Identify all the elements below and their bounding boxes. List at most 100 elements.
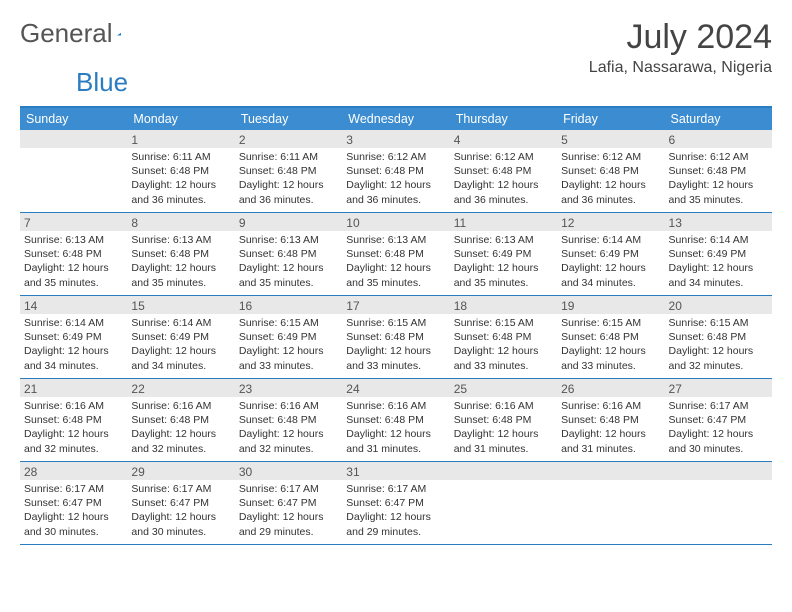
day-cell: 7Sunrise: 6:13 AMSunset: 6:48 PMDaylight…	[20, 213, 127, 295]
day-number: 26	[557, 379, 664, 397]
day-daylight2: and 33 minutes.	[346, 359, 445, 373]
day-content: Sunrise: 6:16 AMSunset: 6:48 PMDaylight:…	[235, 397, 342, 460]
day-number	[665, 462, 772, 480]
day-daylight1: Daylight: 12 hours	[239, 178, 338, 192]
weekday-header: Saturday	[665, 108, 772, 130]
day-number	[20, 130, 127, 148]
day-daylight1: Daylight: 12 hours	[24, 344, 123, 358]
day-content: Sunrise: 6:16 AMSunset: 6:48 PMDaylight:…	[127, 397, 234, 460]
day-number: 24	[342, 379, 449, 397]
day-content: Sunrise: 6:14 AMSunset: 6:49 PMDaylight:…	[127, 314, 234, 377]
day-daylight1: Daylight: 12 hours	[346, 344, 445, 358]
day-sunset: Sunset: 6:48 PM	[454, 413, 553, 427]
day-daylight1: Daylight: 12 hours	[239, 261, 338, 275]
day-cell: 1Sunrise: 6:11 AMSunset: 6:48 PMDaylight…	[127, 130, 234, 212]
day-daylight1: Daylight: 12 hours	[24, 261, 123, 275]
day-cell: 9Sunrise: 6:13 AMSunset: 6:48 PMDaylight…	[235, 213, 342, 295]
day-daylight2: and 35 minutes.	[131, 276, 230, 290]
day-daylight1: Daylight: 12 hours	[454, 261, 553, 275]
day-cell	[450, 462, 557, 544]
day-cell: 23Sunrise: 6:16 AMSunset: 6:48 PMDayligh…	[235, 379, 342, 461]
day-daylight1: Daylight: 12 hours	[131, 510, 230, 524]
day-daylight1: Daylight: 12 hours	[561, 261, 660, 275]
day-cell	[557, 462, 664, 544]
day-sunset: Sunset: 6:48 PM	[561, 330, 660, 344]
day-content: Sunrise: 6:12 AMSunset: 6:48 PMDaylight:…	[665, 148, 772, 211]
day-content: Sunrise: 6:11 AMSunset: 6:48 PMDaylight:…	[127, 148, 234, 211]
day-number: 3	[342, 130, 449, 148]
day-sunrise: Sunrise: 6:15 AM	[561, 316, 660, 330]
day-cell: 3Sunrise: 6:12 AMSunset: 6:48 PMDaylight…	[342, 130, 449, 212]
day-cell: 18Sunrise: 6:15 AMSunset: 6:48 PMDayligh…	[450, 296, 557, 378]
day-content: Sunrise: 6:12 AMSunset: 6:48 PMDaylight:…	[342, 148, 449, 211]
day-sunset: Sunset: 6:48 PM	[346, 330, 445, 344]
day-cell: 27Sunrise: 6:17 AMSunset: 6:47 PMDayligh…	[665, 379, 772, 461]
day-sunrise: Sunrise: 6:16 AM	[24, 399, 123, 413]
day-sunrise: Sunrise: 6:16 AM	[454, 399, 553, 413]
day-sunrise: Sunrise: 6:16 AM	[561, 399, 660, 413]
day-number: 11	[450, 213, 557, 231]
day-number: 23	[235, 379, 342, 397]
day-cell: 26Sunrise: 6:16 AMSunset: 6:48 PMDayligh…	[557, 379, 664, 461]
day-daylight2: and 32 minutes.	[131, 442, 230, 456]
day-daylight1: Daylight: 12 hours	[131, 344, 230, 358]
day-sunset: Sunset: 6:47 PM	[24, 496, 123, 510]
day-sunset: Sunset: 6:49 PM	[131, 330, 230, 344]
day-cell: 22Sunrise: 6:16 AMSunset: 6:48 PMDayligh…	[127, 379, 234, 461]
day-cell: 20Sunrise: 6:15 AMSunset: 6:48 PMDayligh…	[665, 296, 772, 378]
day-sunset: Sunset: 6:48 PM	[454, 330, 553, 344]
day-sunrise: Sunrise: 6:12 AM	[561, 150, 660, 164]
weekday-header: Wednesday	[342, 108, 449, 130]
day-sunrise: Sunrise: 6:16 AM	[131, 399, 230, 413]
day-content: Sunrise: 6:16 AMSunset: 6:48 PMDaylight:…	[450, 397, 557, 460]
weekday-header-row: Sunday Monday Tuesday Wednesday Thursday…	[20, 108, 772, 130]
day-sunrise: Sunrise: 6:17 AM	[131, 482, 230, 496]
day-cell: 24Sunrise: 6:16 AMSunset: 6:48 PMDayligh…	[342, 379, 449, 461]
day-cell: 4Sunrise: 6:12 AMSunset: 6:48 PMDaylight…	[450, 130, 557, 212]
day-cell: 8Sunrise: 6:13 AMSunset: 6:48 PMDaylight…	[127, 213, 234, 295]
day-cell: 13Sunrise: 6:14 AMSunset: 6:49 PMDayligh…	[665, 213, 772, 295]
day-cell: 5Sunrise: 6:12 AMSunset: 6:48 PMDaylight…	[557, 130, 664, 212]
day-sunrise: Sunrise: 6:16 AM	[239, 399, 338, 413]
day-cell: 14Sunrise: 6:14 AMSunset: 6:49 PMDayligh…	[20, 296, 127, 378]
day-cell: 15Sunrise: 6:14 AMSunset: 6:49 PMDayligh…	[127, 296, 234, 378]
day-daylight1: Daylight: 12 hours	[454, 178, 553, 192]
day-daylight1: Daylight: 12 hours	[24, 510, 123, 524]
day-sunrise: Sunrise: 6:13 AM	[239, 233, 338, 247]
day-sunset: Sunset: 6:48 PM	[24, 247, 123, 261]
day-number: 14	[20, 296, 127, 314]
day-daylight1: Daylight: 12 hours	[669, 427, 768, 441]
day-number: 5	[557, 130, 664, 148]
day-content: Sunrise: 6:15 AMSunset: 6:48 PMDaylight:…	[665, 314, 772, 377]
day-cell	[665, 462, 772, 544]
day-number: 21	[20, 379, 127, 397]
day-daylight2: and 31 minutes.	[561, 442, 660, 456]
day-content: Sunrise: 6:11 AMSunset: 6:48 PMDaylight:…	[235, 148, 342, 211]
day-cell: 30Sunrise: 6:17 AMSunset: 6:47 PMDayligh…	[235, 462, 342, 544]
day-sunrise: Sunrise: 6:15 AM	[454, 316, 553, 330]
day-daylight2: and 33 minutes.	[454, 359, 553, 373]
day-cell: 21Sunrise: 6:16 AMSunset: 6:48 PMDayligh…	[20, 379, 127, 461]
day-sunrise: Sunrise: 6:13 AM	[24, 233, 123, 247]
day-sunset: Sunset: 6:48 PM	[454, 164, 553, 178]
day-cell: 17Sunrise: 6:15 AMSunset: 6:48 PMDayligh…	[342, 296, 449, 378]
day-daylight1: Daylight: 12 hours	[131, 261, 230, 275]
calendar: Sunday Monday Tuesday Wednesday Thursday…	[20, 106, 772, 545]
day-cell: 2Sunrise: 6:11 AMSunset: 6:48 PMDaylight…	[235, 130, 342, 212]
day-daylight2: and 34 minutes.	[561, 276, 660, 290]
day-cell: 16Sunrise: 6:15 AMSunset: 6:49 PMDayligh…	[235, 296, 342, 378]
month-title: July 2024	[589, 18, 772, 57]
week-row: 21Sunrise: 6:16 AMSunset: 6:48 PMDayligh…	[20, 379, 772, 462]
week-row: 28Sunrise: 6:17 AMSunset: 6:47 PMDayligh…	[20, 462, 772, 545]
day-number: 20	[665, 296, 772, 314]
day-daylight1: Daylight: 12 hours	[346, 510, 445, 524]
day-sunrise: Sunrise: 6:13 AM	[131, 233, 230, 247]
day-number: 1	[127, 130, 234, 148]
day-number: 22	[127, 379, 234, 397]
day-sunrise: Sunrise: 6:14 AM	[131, 316, 230, 330]
day-sunset: Sunset: 6:49 PM	[239, 330, 338, 344]
weeks-container: 1Sunrise: 6:11 AMSunset: 6:48 PMDaylight…	[20, 130, 772, 545]
day-sunset: Sunset: 6:48 PM	[131, 164, 230, 178]
day-daylight2: and 30 minutes.	[24, 525, 123, 539]
day-cell	[20, 130, 127, 212]
